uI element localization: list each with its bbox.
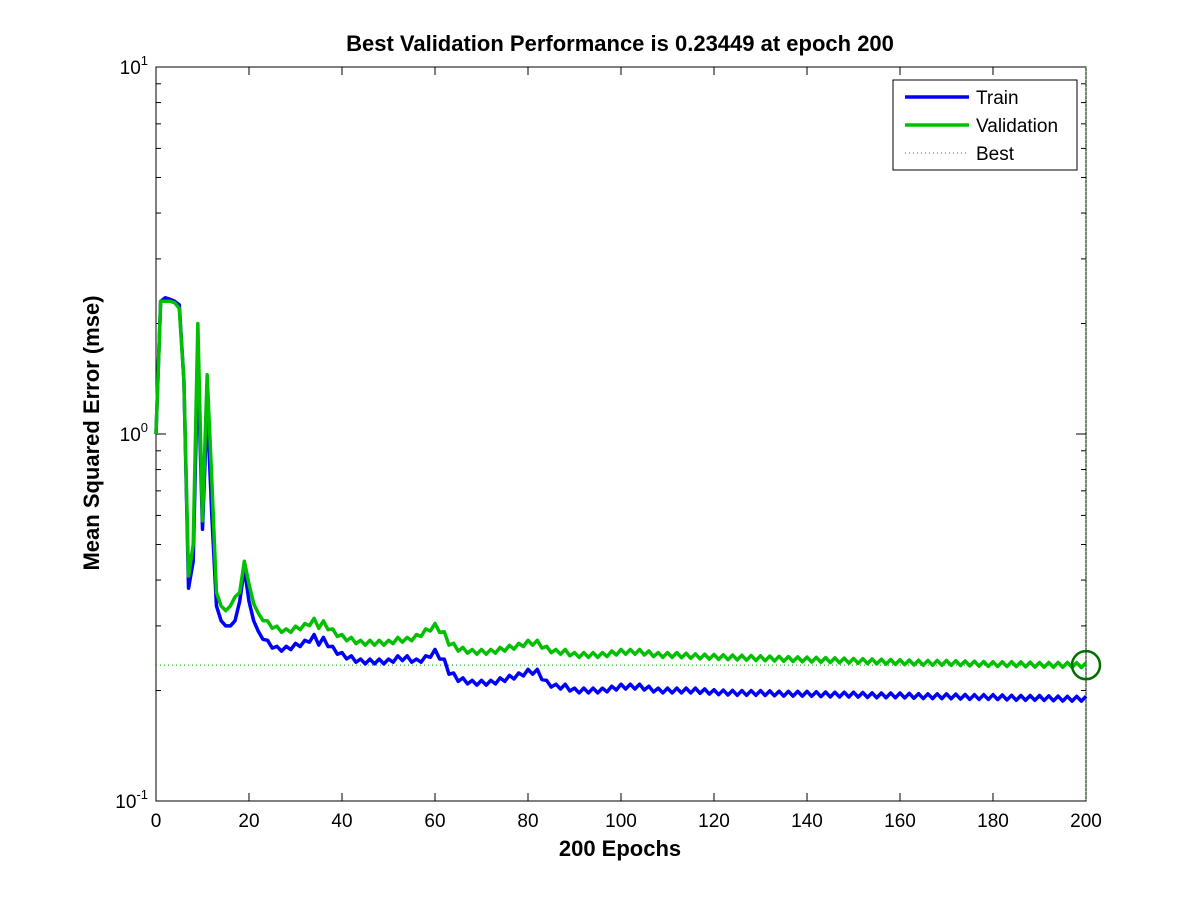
series-line-train <box>154 296 1088 703</box>
x-tick-label: 200 <box>1070 811 1102 832</box>
chart-title: Best Validation Performance is 0.23449 a… <box>346 31 894 56</box>
x-tick-label: 100 <box>605 811 637 832</box>
plot-area: 0 20 40 60 80 100 120 140 160 180 200 10-1 100 101 <box>115 53 1102 832</box>
x-axis-label: 200 Epochs <box>559 836 681 861</box>
x-tick-label: 60 <box>424 811 445 832</box>
legend-label-best: Best <box>976 144 1015 165</box>
legend-label-train: Train <box>976 88 1019 109</box>
x-tick-label: 80 <box>517 811 538 832</box>
axes-box <box>155 66 1087 802</box>
y-tick-label: 10-1 <box>115 787 148 813</box>
x-tick-label: 40 <box>331 811 352 832</box>
x-tick-label: 0 <box>151 811 162 832</box>
x-tick-label: 160 <box>884 811 916 832</box>
x-tick-label: 120 <box>698 811 730 832</box>
x-tick-label: 180 <box>977 811 1009 832</box>
best-point-marker <box>1070 649 1102 681</box>
y-axis-label: Mean Squared Error (mse) <box>79 295 104 570</box>
legend-label-validation: Validation <box>976 116 1058 137</box>
x-tick-label: 20 <box>238 811 259 832</box>
legend: Train Validation Best <box>892 79 1078 171</box>
y-tick-label: 101 <box>120 53 148 79</box>
x-tick-label: 140 <box>791 811 823 832</box>
series-line-validation <box>154 299 1088 670</box>
y-tick-label: 100 <box>120 420 148 446</box>
